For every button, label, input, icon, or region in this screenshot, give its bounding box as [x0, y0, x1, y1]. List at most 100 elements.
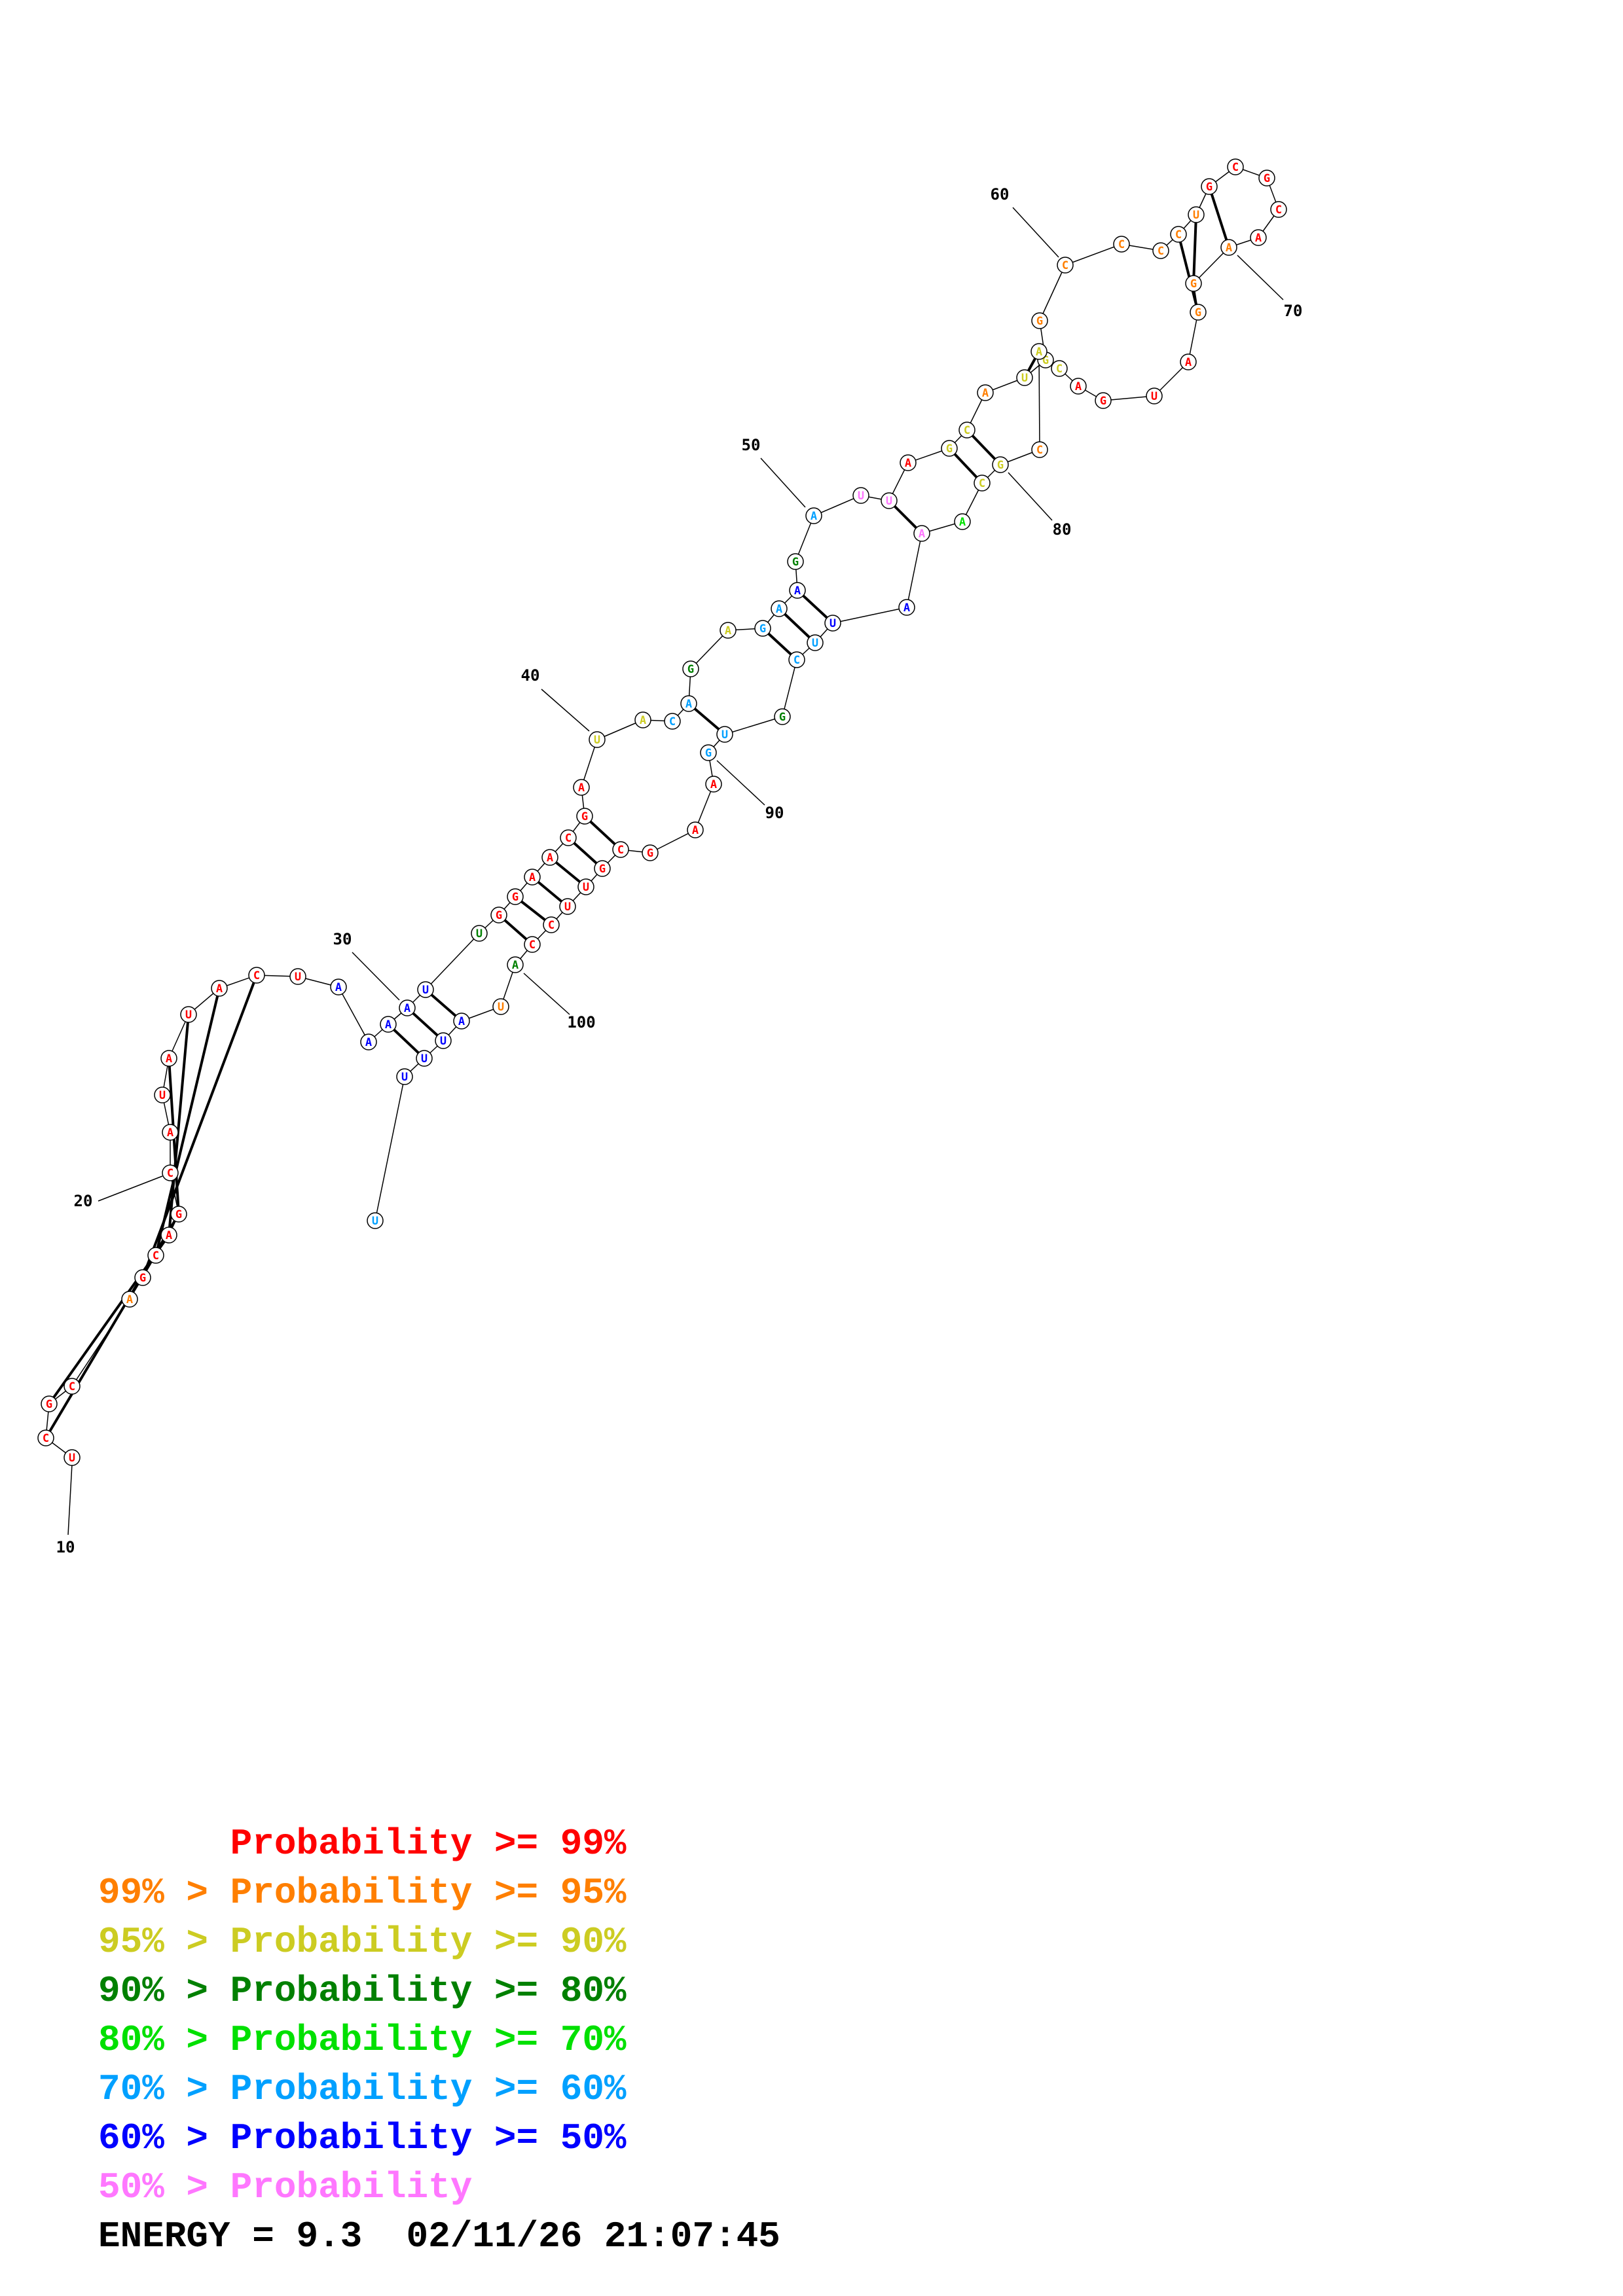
nucleotide: U — [416, 1050, 433, 1067]
legend-threshold: 60% > — [98, 2117, 230, 2159]
nucleotide-circle — [490, 906, 507, 924]
backbone-segment — [1065, 243, 1122, 266]
nucleotide-letter: U — [812, 637, 818, 650]
nucleotide: G — [682, 660, 699, 677]
nucleotide: U — [417, 981, 434, 998]
nucleotide-letter: A — [725, 624, 731, 637]
nucleotide: G — [1190, 304, 1207, 321]
backbone-segment — [1103, 395, 1155, 401]
legend-range: Probability >= 80% — [230, 1970, 627, 2012]
nucleotide-letter: U — [476, 927, 483, 941]
backbone-segment — [906, 533, 922, 608]
nucleotide-letter: C — [964, 424, 970, 437]
legend-range: Probability >= 95% — [230, 1872, 627, 1914]
nucleotide-letter: A — [905, 457, 911, 470]
nucleotide-letter: A — [1255, 232, 1262, 245]
nucleotide: G — [490, 906, 507, 924]
backbone-segment — [690, 630, 729, 670]
number-label: 50 — [742, 436, 761, 454]
nucleotide-circle — [1201, 178, 1218, 195]
backbone-segment — [1039, 264, 1066, 321]
nucleotide-letter: A — [166, 1229, 172, 1242]
nucleotide: A — [913, 525, 930, 542]
nucleotide: G — [754, 620, 771, 637]
nucleotide: U — [1146, 387, 1163, 404]
nucleotide-circle — [1152, 242, 1169, 259]
nucleotide-circle — [881, 492, 898, 509]
nucleotide-letter: C — [153, 1249, 159, 1263]
number-ticks — [67, 207, 1284, 1535]
nucleotide-letter: A — [959, 516, 966, 529]
nucleotide-letter: G — [1195, 306, 1201, 319]
nucleotide-circle — [1113, 236, 1130, 253]
nucleotide: C — [64, 1378, 81, 1395]
nucleotide: G — [1185, 275, 1202, 292]
nucleotide-circle — [37, 1429, 54, 1446]
nucleotide-circle — [1057, 257, 1074, 274]
nucleotide-letter: A — [811, 510, 817, 523]
backbone-segment — [813, 495, 862, 516]
legend-range: Probability >= 99% — [230, 1823, 627, 1865]
number-tick — [1008, 472, 1053, 521]
nucleotide: U — [396, 1068, 413, 1085]
nucleotide: A — [1070, 378, 1087, 395]
nucleotide: U — [852, 487, 869, 504]
nucleotide-letter: C — [1158, 245, 1164, 258]
nucleotide-circle — [954, 513, 971, 530]
nucleotide-circle — [1190, 304, 1207, 321]
backbone-segment — [1188, 312, 1199, 363]
nucleotide-letter: U — [564, 901, 571, 914]
nucleotide-circle — [1146, 387, 1163, 404]
nucleotide-circle — [134, 1269, 151, 1286]
nucleotide-letter: A — [404, 1002, 410, 1015]
nucleotide-letter: C — [617, 844, 624, 857]
legend-range: Probability >= 50% — [230, 2117, 627, 2159]
nucleotide: G — [594, 860, 611, 877]
number-tick — [1012, 207, 1059, 258]
nucleotide: C — [147, 1247, 164, 1264]
number-label: 70 — [1284, 302, 1303, 320]
number-label: 100 — [567, 1013, 595, 1031]
nucleotide-circle — [977, 384, 994, 401]
nucleotide-circle — [720, 622, 737, 639]
footer: ENERGY = 9.3 02/11/26 21:07:45 — [98, 2215, 780, 2257]
nucleotide-letter: U — [372, 1215, 378, 1228]
nucleotide: C — [1270, 201, 1287, 218]
number-tick — [760, 457, 806, 508]
nucleotide: U — [1016, 369, 1033, 386]
nucleotide-letter: A — [529, 871, 536, 884]
nucleotide-circle — [577, 878, 594, 895]
nucleotide: A — [705, 776, 722, 793]
nucleotide-circle — [211, 980, 228, 997]
nucleotide: G — [787, 553, 804, 570]
nucleotide-letter: A — [512, 959, 519, 972]
nucleotide-letter: A — [685, 698, 692, 711]
nucleotide-letter: A — [903, 601, 910, 615]
nucleotide-circle — [974, 475, 991, 492]
number-tick — [716, 760, 765, 806]
nucleotide: A — [805, 507, 822, 524]
backbone-segment — [581, 739, 598, 788]
number-tick — [67, 1463, 73, 1535]
number-labels: 10 20 30 40 50 60 70 80 90 100 — [56, 185, 1303, 1556]
nucleotide-circle — [64, 1378, 81, 1395]
legend-row: 90% > Probability >= 80% — [98, 1967, 627, 2016]
number-label: 20 — [74, 1192, 93, 1210]
nucleotide: C — [1227, 158, 1244, 175]
nucleotide: G — [507, 888, 524, 905]
nucleotide: A — [524, 869, 541, 886]
nucleotide-letter: C — [1232, 161, 1239, 174]
nucleotide-letter: G — [1206, 181, 1213, 194]
nucleotide-circle — [417, 981, 434, 998]
base-pair-bond — [1208, 186, 1230, 248]
nucleotide-circle — [121, 1291, 138, 1308]
nucleotide-letter: A — [166, 1052, 172, 1066]
nucleotide: G — [700, 744, 717, 761]
legend-range: Probability >= 90% — [230, 1921, 627, 1963]
nucleotide-letter: C — [979, 477, 985, 490]
nucleotide-circle — [573, 779, 590, 796]
nucleotide-letter: U — [185, 1009, 192, 1022]
legend-threshold: 99% > — [98, 1872, 230, 1914]
nucleotide: U — [577, 878, 594, 895]
nucleotide: U — [807, 634, 824, 651]
